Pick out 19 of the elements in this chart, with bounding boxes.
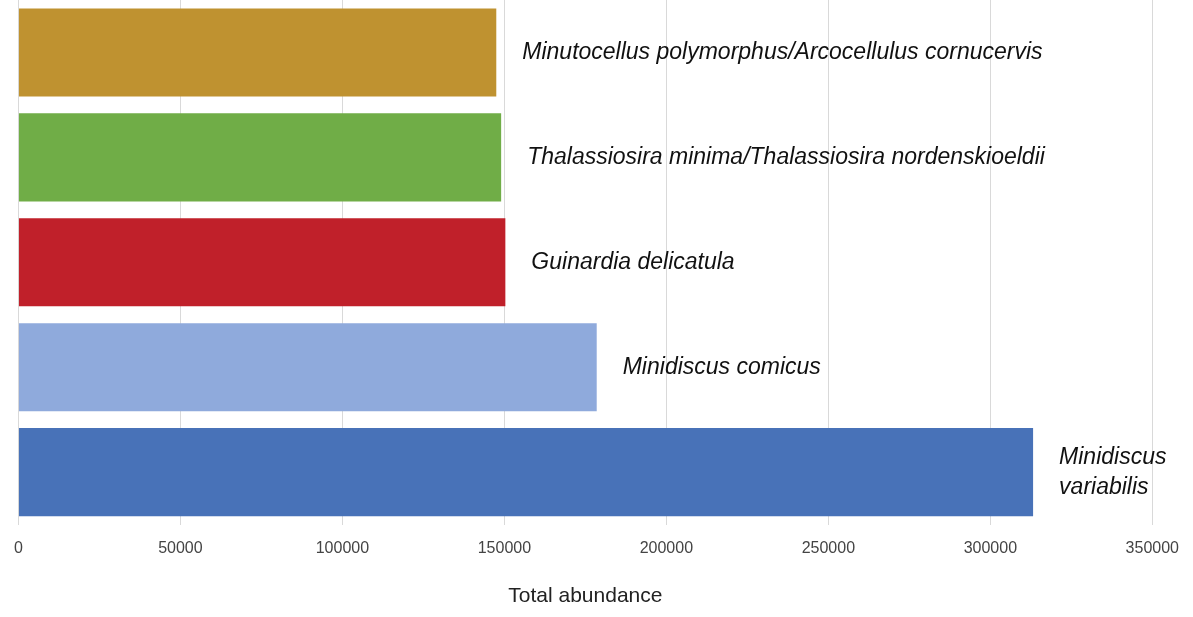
x-tick-label: 50000 [158, 538, 203, 556]
y-tick-label: Minidiscus comicus [622, 352, 822, 379]
x-tick-label: 150000 [477, 538, 532, 556]
bar [18, 323, 597, 412]
x-tick-label: 250000 [801, 538, 856, 556]
y-tick-label: Thalassiosira minima/Thalassiosira nordenskioeldii [527, 142, 1046, 169]
bar [18, 8, 497, 97]
bar [18, 113, 502, 202]
x-tick-label: 350000 [1125, 538, 1180, 556]
x-tick-label: 0 [14, 538, 23, 556]
bar [18, 428, 1034, 517]
x-tick-label: 300000 [963, 538, 1018, 556]
x-tick-label: 100000 [315, 538, 370, 556]
y-tick-label: Guinardia delicatula [531, 247, 735, 274]
bar [18, 218, 506, 307]
x-tick-label: 200000 [639, 538, 694, 556]
x-axis-title: Total abundance [508, 583, 663, 607]
y-tick-label: Minidiscus variabilis [1059, 442, 1167, 499]
y-tick-label: Minutocellus polymorphus/Arcocellulus cornucervis [522, 37, 1044, 64]
